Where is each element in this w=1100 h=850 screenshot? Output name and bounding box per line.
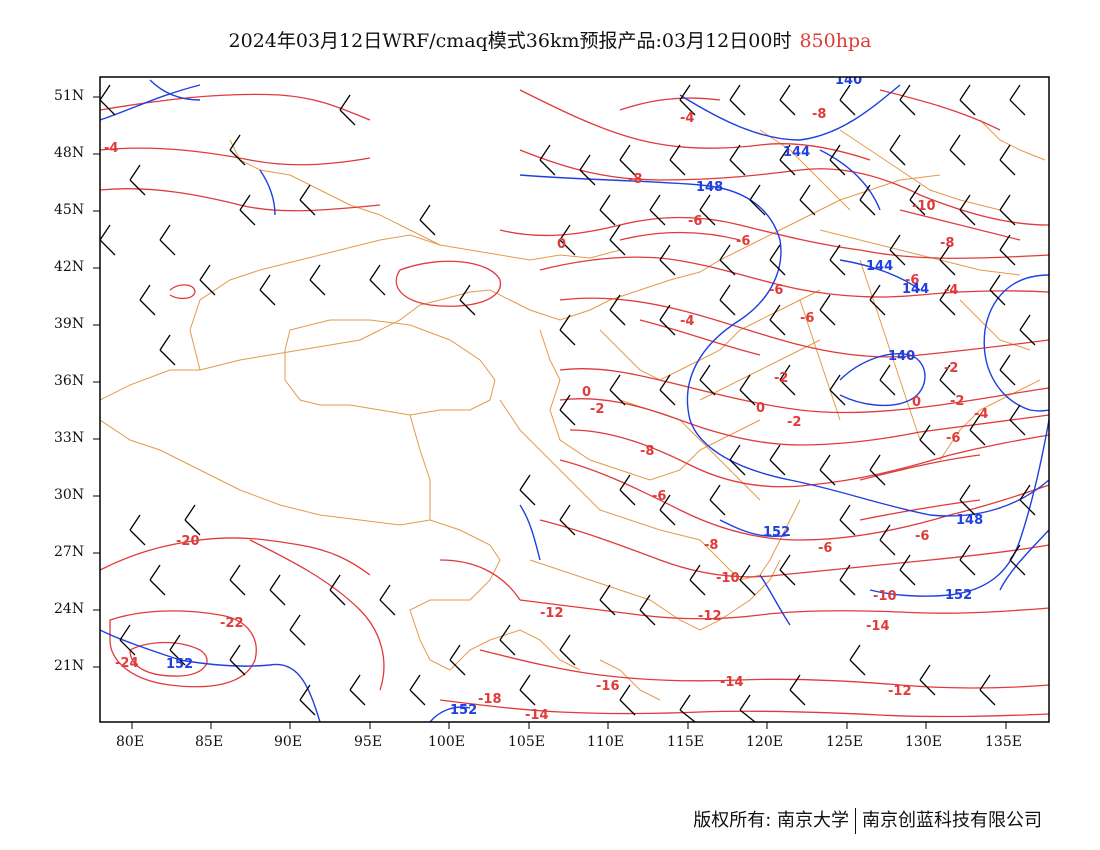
- temp-label: -8: [640, 444, 654, 459]
- temp-label: -6: [736, 234, 750, 249]
- temp-label: -8: [628, 172, 642, 187]
- wind-barbs: [100, 84, 1036, 722]
- height-label: 152: [945, 588, 972, 603]
- lat-label: 24N: [54, 601, 85, 617]
- lat-label: 42N: [54, 259, 85, 275]
- temp-label: -22: [220, 616, 244, 631]
- title-text: 2024年03月12日WRF/cmaq模式36km预报产品:03月12日00时: [228, 30, 792, 52]
- footer-divider: [855, 808, 856, 834]
- lon-label: 130E: [905, 734, 942, 750]
- temp-label: -4: [104, 141, 118, 156]
- pressure-level: 850hpa: [799, 30, 872, 52]
- temp-label: -10: [873, 589, 897, 604]
- temp-label: -6: [946, 431, 960, 446]
- temp-label: -12: [540, 606, 564, 621]
- lon-label: 90E: [274, 734, 303, 750]
- temp-label: -12: [888, 684, 912, 699]
- temp-label: -2: [590, 402, 604, 417]
- height-label: 140: [888, 349, 915, 364]
- temp-label: -14: [866, 619, 890, 634]
- temp-label: 0: [557, 237, 566, 252]
- temp-label: -10: [912, 199, 936, 214]
- temp-label: -8: [940, 236, 954, 251]
- height-labels: 140 144 148 144 144 148 152 152 152 152 …: [166, 73, 983, 718]
- lon-label: 95E: [354, 734, 383, 750]
- map-frame: [99, 76, 1050, 723]
- lat-label: 33N: [54, 430, 85, 446]
- height-label: 144: [902, 282, 929, 297]
- temp-label: -6: [818, 541, 832, 556]
- temp-label: -8: [704, 538, 718, 553]
- lat-label: 27N: [54, 544, 85, 560]
- temp-label: -2: [950, 394, 964, 409]
- height-label: 144: [866, 259, 893, 274]
- temp-label: 0: [756, 401, 765, 416]
- lon-label: 115E: [667, 734, 704, 750]
- temp-label: -10: [716, 571, 740, 586]
- temp-label: -16: [596, 679, 620, 694]
- copyright-text: 版权所有: 南京大学: [693, 810, 849, 831]
- axis-ticks: [93, 96, 1007, 729]
- temp-label: -4: [680, 314, 694, 329]
- temp-label: -6: [652, 489, 666, 504]
- temp-label: -8: [812, 107, 826, 122]
- temp-label: -14: [525, 708, 549, 723]
- lon-label: 80E: [116, 734, 145, 750]
- lat-label: 39N: [54, 316, 85, 332]
- lon-label: 100E: [428, 734, 465, 750]
- temp-label: -2: [787, 415, 801, 430]
- temp-label: -4: [944, 283, 958, 298]
- temperature-labels: -4 -8 -4 -8 -6 0 -6 -6 -10 -8 -6 -4 -4 -…: [104, 107, 988, 723]
- temp-label: -24: [115, 656, 139, 671]
- height-label: 152: [166, 657, 193, 672]
- height-label: 140: [835, 73, 862, 88]
- temp-label: -2: [944, 361, 958, 376]
- lat-label: 36N: [54, 373, 85, 389]
- height-label: 152: [450, 703, 477, 718]
- chart-title: 2024年03月12日WRF/cmaq模式36km预报产品:03月12日00时 8…: [0, 26, 1100, 53]
- temp-label: -6: [769, 283, 783, 298]
- height-label: 144: [783, 145, 810, 160]
- temp-label: -6: [915, 529, 929, 544]
- lat-label: 21N: [54, 658, 85, 674]
- company-name: 南京创蓝科技有限公司: [862, 810, 1042, 831]
- height-label: 148: [956, 513, 983, 528]
- temp-label: 0: [582, 385, 591, 400]
- temp-label: -12: [698, 609, 722, 624]
- temp-label: -4: [974, 407, 988, 422]
- lon-label: 105E: [508, 734, 545, 750]
- lon-label: 125E: [826, 734, 863, 750]
- temp-label: 0: [912, 395, 921, 410]
- height-label: 152: [763, 525, 790, 540]
- height-label: 148: [696, 180, 723, 195]
- temp-label: -18: [478, 692, 502, 707]
- lat-label: 45N: [54, 202, 85, 218]
- temp-label: -6: [800, 311, 814, 326]
- lon-label: 120E: [746, 734, 783, 750]
- height-contours: [100, 79, 1049, 722]
- lon-label: 110E: [587, 734, 624, 750]
- temp-label: -14: [720, 675, 744, 690]
- temp-label: -6: [905, 273, 919, 288]
- temp-label: -4: [680, 111, 694, 126]
- temp-label: -2: [774, 371, 788, 386]
- lat-label: 30N: [54, 487, 85, 503]
- lat-label: 51N: [54, 88, 85, 104]
- temp-label: -6: [688, 214, 702, 229]
- lon-label: 135E: [985, 734, 1022, 750]
- lon-label: 85E: [195, 734, 224, 750]
- copyright-footer: 版权所有: 南京大学 南京创蓝科技有限公司: [693, 806, 1042, 834]
- lat-label: 48N: [54, 145, 85, 161]
- temp-label: -20: [176, 534, 200, 549]
